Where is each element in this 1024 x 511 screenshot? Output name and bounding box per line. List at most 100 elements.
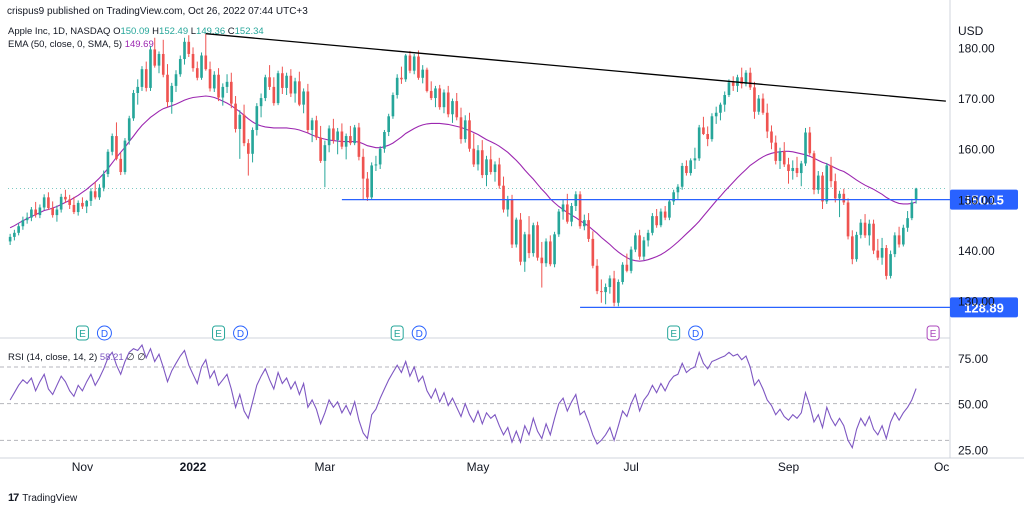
- candle-down: [536, 225, 539, 258]
- rsi-legend: RSI (14, close, 14, 2) 58.21 ∅ ∅: [8, 352, 146, 363]
- candle-down: [115, 136, 118, 159]
- candle-down: [246, 143, 250, 154]
- candle-down: [289, 75, 293, 94]
- candle-up: [506, 199, 510, 210]
- candle-up: [374, 164, 378, 166]
- candle-up: [442, 92, 446, 108]
- candle-up: [55, 209, 59, 216]
- candle-up: [98, 187, 101, 198]
- candle-up: [336, 131, 339, 141]
- candle-up: [25, 217, 29, 221]
- candle-up: [778, 151, 782, 161]
- candle-up: [264, 77, 267, 99]
- candle-up: [395, 77, 399, 96]
- candle-down: [438, 88, 442, 108]
- candle-up: [276, 73, 280, 104]
- candle-up: [293, 81, 297, 94]
- candle-down: [612, 278, 616, 303]
- candle-down: [578, 194, 582, 227]
- candle-up: [302, 91, 305, 105]
- currency-label: USD: [958, 24, 984, 38]
- candle-down: [480, 150, 484, 176]
- candle-up: [744, 72, 748, 84]
- candle-up: [140, 69, 144, 87]
- footer[interactable]: 17 TradingView: [8, 492, 77, 504]
- candle-down: [191, 53, 195, 69]
- candle-down: [740, 77, 744, 84]
- candle-up: [383, 132, 386, 149]
- candle-up: [676, 186, 680, 193]
- earnings-marker-icon: [75, 325, 89, 341]
- candle-down: [408, 55, 412, 71]
- candle-up: [629, 249, 633, 271]
- candle-up: [514, 219, 518, 245]
- earnings-marker-label: E: [215, 329, 222, 340]
- candle-up: [914, 188, 918, 200]
- price-tick-label: 170.00: [958, 92, 995, 106]
- candle-down: [166, 74, 169, 103]
- dividend-marker-label: D: [692, 329, 699, 340]
- candle-down: [119, 158, 123, 173]
- candle-down: [846, 202, 850, 237]
- legend: Apple Inc, 1D, NASDAQ O150.09 H152.49 L1…: [8, 25, 264, 51]
- candle-down: [497, 164, 501, 186]
- candle-up: [412, 56, 416, 71]
- candle-up: [225, 81, 229, 87]
- candle-up: [59, 196, 63, 210]
- footer-brand: TradingView: [22, 492, 78, 504]
- candle-down: [842, 193, 846, 203]
- candle-down: [81, 202, 84, 207]
- candle-down: [782, 151, 786, 165]
- candle-down: [829, 165, 833, 182]
- candle-up: [183, 41, 186, 60]
- dividend-marker-icon: [411, 325, 427, 341]
- candle-down: [195, 68, 199, 78]
- candle-down: [429, 90, 433, 99]
- candle-up: [634, 235, 637, 250]
- candle-up: [421, 69, 425, 78]
- earnings-marker-icon: [390, 325, 404, 341]
- rsi-label: RSI (14, close, 14, 2): [8, 352, 98, 363]
- candle-down: [872, 223, 875, 251]
- candle-up: [259, 98, 263, 107]
- candle-down: [472, 148, 476, 165]
- candle-down: [144, 69, 148, 88]
- ema-value: 149.69: [124, 39, 154, 50]
- candle-down: [446, 92, 450, 115]
- symbol-name: Apple Inc, 1D, NASDAQ: [8, 26, 111, 37]
- candle-up: [42, 197, 46, 208]
- close-label: C: [227, 26, 235, 37]
- candle-up: [344, 136, 348, 147]
- candle-up: [880, 248, 884, 258]
- candle-down: [510, 199, 514, 245]
- earnings-marker-icon: [926, 325, 940, 341]
- candle-up: [697, 127, 701, 159]
- dividend-marker-label: D: [237, 329, 244, 340]
- candle-down: [281, 73, 284, 88]
- candle-up: [867, 223, 871, 236]
- candle-down: [72, 204, 76, 213]
- candle-up: [132, 92, 135, 119]
- candle-down: [625, 264, 629, 271]
- ema-label: EMA (50, close, 0, SMA, 5): [8, 39, 123, 50]
- candle-down: [600, 291, 603, 293]
- ema-row: EMA (50, close, 0, SMA, 5) 149.69: [8, 38, 264, 51]
- candle-down: [731, 82, 735, 86]
- candle-up: [170, 85, 174, 103]
- price-tick-label: 180.00: [958, 41, 995, 55]
- candle-up: [85, 200, 89, 207]
- time-tick-label: Nov: [72, 460, 93, 474]
- candle-up: [617, 281, 620, 303]
- candle-up: [689, 160, 692, 174]
- price-tick-label: 160.00: [958, 143, 995, 157]
- rsi-tick-label: 50.00: [958, 398, 988, 412]
- candle-down: [51, 208, 54, 216]
- candle-up: [353, 127, 356, 144]
- candle-up: [608, 278, 612, 288]
- candle-up: [106, 151, 110, 175]
- resistance-label: 150.15: [964, 193, 1004, 208]
- candle-up: [17, 226, 20, 233]
- candle-up: [451, 101, 454, 115]
- candle-up: [646, 232, 650, 241]
